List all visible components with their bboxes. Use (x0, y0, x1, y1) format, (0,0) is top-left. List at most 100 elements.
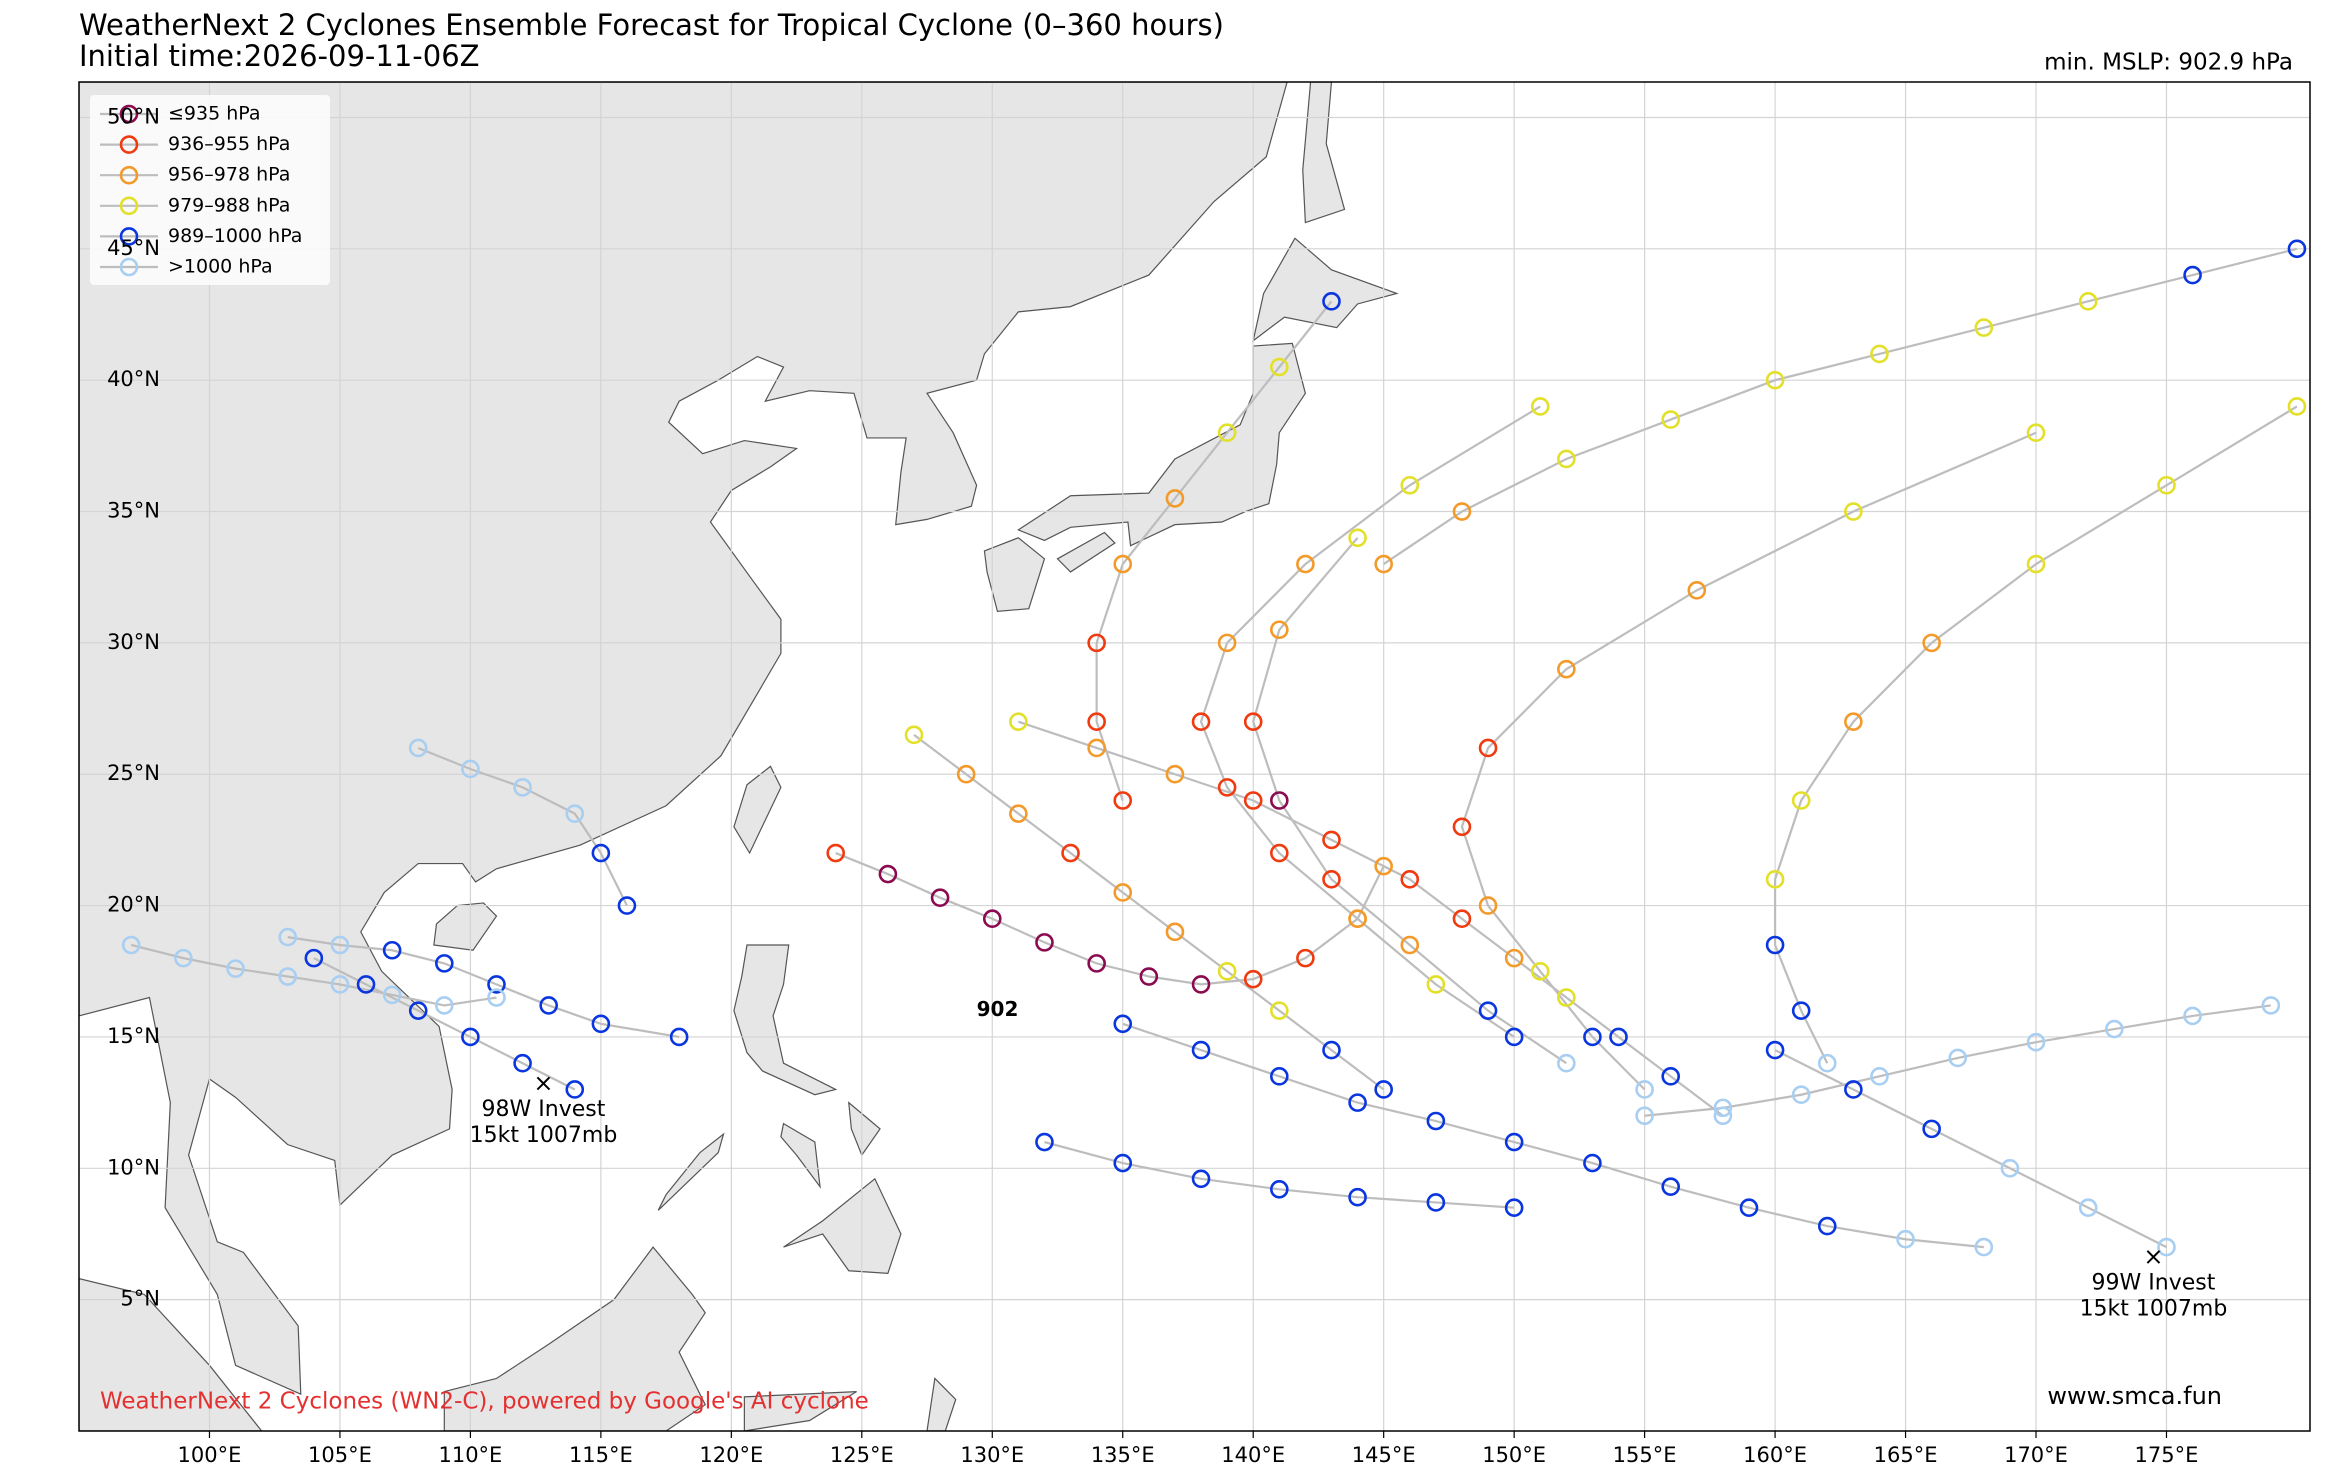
track-point (1557, 659, 1576, 679)
y-tick-label: 30°N (107, 630, 160, 654)
y-tick-label: 20°N (107, 893, 160, 917)
track-point (408, 738, 428, 758)
track-point (487, 988, 506, 1007)
track-line (417, 746, 628, 907)
track-point (1243, 969, 1263, 989)
x-tick-label: 165°E (1874, 1443, 1938, 1467)
track-point (487, 975, 506, 994)
min-mslp: min. MSLP: 902.9 hPa (2044, 50, 2293, 76)
track-point (1243, 791, 1263, 810)
track-point (1165, 489, 1185, 508)
track-point (435, 954, 454, 973)
y-tick-label: 25°N (107, 761, 160, 785)
track-point (1296, 554, 1315, 574)
track-point (1009, 804, 1028, 823)
land (444, 1247, 705, 1431)
track-point (2287, 397, 2307, 416)
track-point (1322, 870, 1341, 889)
land (734, 945, 836, 1095)
x-tick-label: 125°E (830, 1443, 894, 1467)
track-point (278, 967, 298, 986)
track-point (278, 927, 298, 947)
invest-detail: 15kt 1007mb (2080, 1297, 2228, 1322)
track-point (1896, 1229, 1915, 1249)
track-point (539, 996, 558, 1015)
track-point (1139, 967, 1159, 986)
track-point (1191, 712, 1211, 731)
x-tick-label: 150°E (1482, 1443, 1546, 1467)
track-point (1504, 948, 1524, 968)
track-point (1765, 1040, 1785, 1060)
land (984, 538, 1044, 612)
track-point (669, 1027, 689, 1047)
x-tick-label: 105°E (308, 1443, 372, 1467)
track-line (835, 852, 1385, 986)
track-point (461, 1027, 480, 1047)
track-point (2026, 423, 2046, 443)
legend-label: 936–955 hPa (168, 133, 290, 155)
track-point (1713, 1106, 1733, 1126)
track-point (1217, 423, 1237, 443)
track-point (1113, 1153, 1133, 1173)
plot-frame (78, 81, 2311, 1432)
track-point (1583, 1153, 1602, 1173)
track-point (2078, 1198, 2098, 1217)
track-point (226, 959, 245, 978)
track-point (1609, 1027, 1628, 1047)
track-point (2078, 292, 2098, 311)
track-line (1644, 1004, 2272, 1117)
track-point (1113, 554, 1133, 574)
track-point (930, 888, 950, 908)
track-point (1087, 954, 1106, 973)
land (744, 1392, 856, 1431)
legend: ≤935 hPa 936–955 hPa 956–978 hPa 979–988 hP… (90, 95, 330, 285)
tracks-layer (121, 239, 2307, 1257)
track-point (1322, 292, 1341, 311)
track-point (1270, 843, 1289, 863)
track-point (1113, 883, 1133, 902)
track-point (1426, 1111, 1446, 1131)
track-point (1322, 830, 1341, 850)
land (927, 1378, 956, 1431)
legend-label: 956–978 hPa (168, 164, 290, 186)
track-line (1199, 405, 1541, 1038)
legend-swatch (119, 165, 139, 185)
track-point (382, 940, 402, 960)
track-point (1739, 1198, 1759, 1217)
track-point (1478, 1001, 1498, 1020)
track-point (1922, 1119, 1941, 1139)
track-point (1165, 922, 1185, 942)
y-tick-label: 15°N (107, 1024, 160, 1048)
track-line (1252, 537, 1567, 1065)
grid-layer (79, 82, 2310, 1431)
track-point (1870, 344, 1889, 364)
track-point (1217, 778, 1237, 797)
track-point (1765, 870, 1785, 889)
map-subtitle: Initial time:2026-09-11-06Z (79, 39, 480, 73)
y-tick-label: 10°N (107, 1155, 160, 1179)
x-tick-label: 130°E (960, 1443, 1024, 1467)
track-point (1348, 1187, 1367, 1207)
track-point (1348, 909, 1367, 929)
x-tick-label: 175°E (2135, 1443, 2199, 1467)
track-point (1635, 1080, 1654, 1099)
track-point (1400, 475, 1420, 495)
y-tick-label: 50°N (107, 104, 160, 128)
land (784, 1179, 901, 1274)
invest-name: 99W Invest (2092, 1271, 2216, 1296)
legend-swatch (119, 104, 139, 124)
legend-label: 989–1000 hPa (168, 225, 302, 247)
track-point (1504, 1132, 1524, 1152)
track-point (513, 778, 532, 797)
track-point (1530, 397, 1550, 416)
track-point (904, 725, 924, 745)
track-point (1844, 712, 1863, 731)
land (1018, 343, 1305, 545)
track-point (565, 804, 585, 823)
land (79, 82, 1287, 1394)
track-point (1191, 1169, 1211, 1189)
track-point (2261, 996, 2281, 1015)
track-point (826, 843, 846, 863)
track-point (1478, 738, 1498, 758)
x-tick-label: 100°E (178, 1443, 242, 1467)
